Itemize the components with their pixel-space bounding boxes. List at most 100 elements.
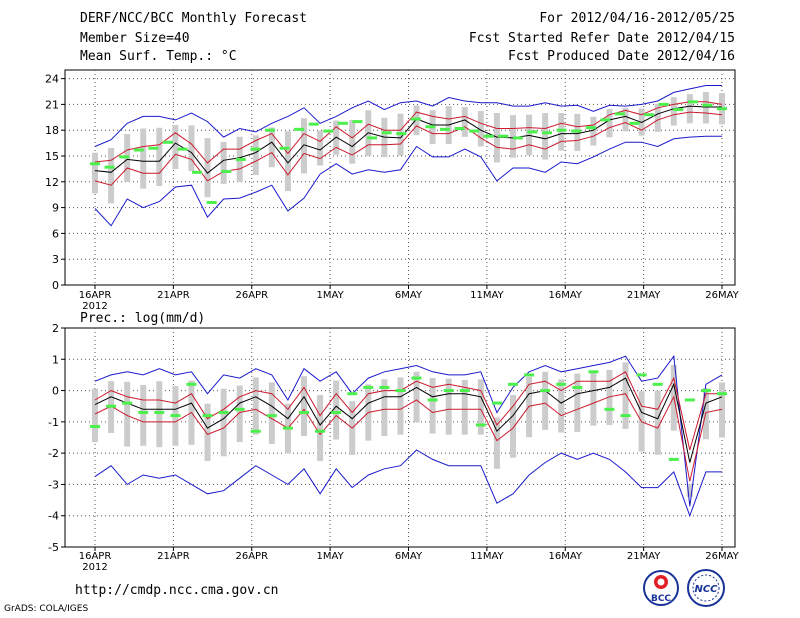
mean-line — [94, 377, 723, 463]
lower-quartile-line — [94, 111, 723, 186]
y-tick-label: -2 — [48, 447, 59, 460]
observed-marker — [218, 410, 229, 414]
observed-marker — [512, 136, 523, 140]
observed-marker — [133, 148, 144, 152]
observed-marker — [138, 410, 149, 414]
spread-box — [92, 152, 98, 194]
x-tick-label: 1MAY — [317, 290, 345, 301]
observed-marker — [294, 127, 305, 131]
x-tick-label: 1MAY — [317, 551, 345, 562]
spread-box — [220, 141, 227, 184]
spread-box — [252, 377, 259, 435]
observed-marker — [572, 385, 583, 389]
observed-marker — [636, 373, 647, 377]
spread-box — [702, 92, 709, 124]
observed-marker — [454, 126, 465, 130]
observed-marker — [571, 129, 582, 133]
spread-box — [542, 113, 549, 160]
x-tick-label: 21MAY — [627, 551, 661, 562]
min-line — [94, 449, 722, 518]
observed-marker — [154, 410, 165, 414]
spread-box — [670, 97, 677, 126]
member-size-label: Member Size=40 — [80, 31, 190, 46]
observed-marker — [206, 200, 217, 204]
spread-box — [349, 119, 356, 164]
spread-box — [301, 376, 307, 437]
observed-marker — [658, 102, 669, 106]
y-tick-label: 2 — [52, 322, 59, 335]
spread-box — [172, 125, 179, 169]
forecast-range-label: For 2012/04/16-2012/05/25 — [539, 11, 735, 26]
x-tick-label: 26APR — [235, 290, 268, 301]
observed-marker — [700, 389, 711, 393]
observed-marker — [396, 132, 407, 136]
produced-date-label: Fcst Produced Date 2012/04/16 — [508, 49, 735, 64]
observed-marker — [524, 373, 535, 377]
observed-marker — [379, 385, 390, 389]
spread-box — [461, 379, 468, 435]
started-refer-date-label: Fcst Started Refer Date 2012/04/15 — [468, 31, 735, 46]
spread-box — [124, 381, 131, 447]
precip-variable-label: Prec.: log(mm/d) — [80, 311, 205, 326]
spread-box — [156, 127, 163, 186]
ncc-logo: NCC — [687, 569, 725, 607]
observed-marker — [652, 382, 663, 386]
observed-marker — [170, 414, 181, 418]
x-tick-label: 11MAY — [470, 290, 504, 301]
ncc-logo-text: NCC — [694, 584, 718, 595]
spread-box — [477, 110, 484, 147]
spread-box — [606, 369, 613, 425]
observed-marker — [177, 147, 188, 151]
y-tick-label: 18 — [45, 124, 59, 137]
observed-marker — [542, 131, 553, 135]
observed-marker — [367, 136, 378, 140]
source-url: http://cmdp.ncc.cma.gov.cn — [75, 583, 279, 598]
x-year-label: 2012 — [82, 301, 107, 312]
observed-marker — [266, 414, 277, 418]
spread-box — [140, 384, 147, 446]
y-tick-label: 0 — [52, 385, 59, 398]
upper-quartile-line — [94, 371, 722, 451]
observed-marker — [331, 410, 342, 414]
observed-marker — [192, 170, 203, 174]
observed-marker — [337, 121, 348, 125]
observed-marker — [282, 426, 293, 430]
observed-marker — [148, 146, 159, 150]
max-line — [94, 85, 722, 147]
observed-marker — [381, 131, 392, 135]
observed-marker — [347, 392, 358, 396]
y-tick-label: -3 — [48, 478, 59, 491]
spread-box — [461, 107, 468, 137]
x-tick-label: 26MAY — [705, 551, 739, 562]
spread-box — [590, 371, 597, 426]
observed-marker — [443, 389, 454, 393]
spread-box — [606, 109, 613, 138]
x-tick-label: 11MAY — [470, 551, 504, 562]
observed-marker — [540, 389, 551, 393]
observed-marker — [106, 404, 117, 408]
spread-box — [317, 394, 324, 462]
mean-line — [94, 105, 722, 174]
spread-box — [108, 147, 115, 204]
y-tick-label: 15 — [45, 150, 59, 163]
spread-box — [268, 382, 275, 445]
observed-marker — [250, 147, 261, 151]
lower-quartile-line — [94, 393, 723, 482]
min-line — [94, 135, 722, 227]
spread-box — [236, 385, 243, 443]
spread-box — [510, 115, 516, 158]
y-tick-label: 24 — [45, 73, 59, 86]
bcc-logo-text: BCC — [651, 594, 671, 604]
observed-marker — [250, 429, 261, 433]
observed-marker — [483, 134, 494, 138]
precipitation-panel: -5 -4 -3 -2 -1 0 1 2 16APR 21APR 26APR 1MAY 6MAY 11MA… — [48, 311, 740, 573]
observed-marker — [668, 457, 679, 461]
x-tick-label: 16MAY — [548, 551, 582, 562]
x-tick-label: 26MAY — [705, 290, 739, 301]
spread-box — [719, 382, 725, 438]
observed-marker — [162, 140, 173, 144]
spread-box — [140, 128, 147, 189]
x-tick-label: 26APR — [235, 551, 268, 562]
spread-box — [510, 394, 516, 458]
